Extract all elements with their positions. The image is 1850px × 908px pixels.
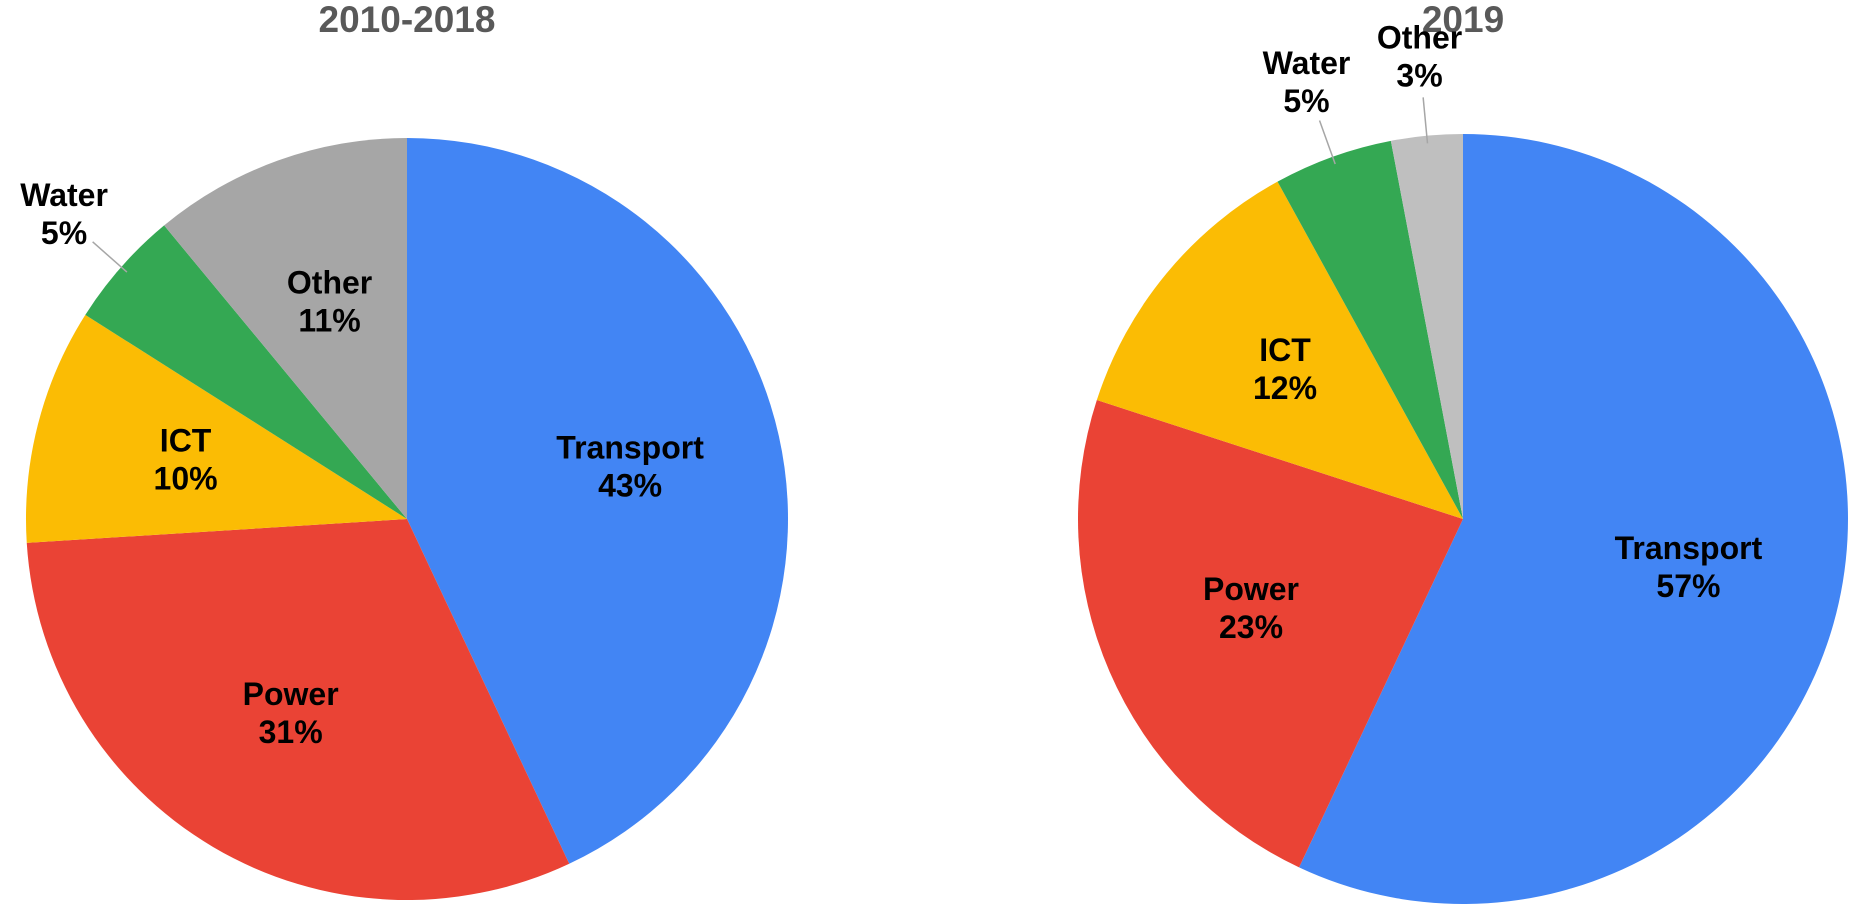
slice-label: ICT [1259, 332, 1311, 368]
slice-value-label: 43% [598, 468, 662, 504]
chart-title: 2019 [1422, 0, 1504, 40]
pie-slice [85, 225, 407, 519]
leader-line [92, 241, 128, 273]
chart-title: 2010-2018 [319, 0, 496, 40]
slice-value-label: 12% [1253, 370, 1317, 406]
slice-value-label: 31% [259, 714, 323, 750]
slice-label: Transport [556, 430, 704, 466]
slice-label: Transport [1615, 530, 1763, 566]
pie-slice [1078, 400, 1463, 868]
slice-label: Other [1377, 20, 1462, 56]
slice-label: Other [287, 264, 372, 300]
slice-label: ICT [160, 423, 212, 459]
slice-value-label: 5% [1283, 83, 1329, 119]
slice-value-label: 23% [1219, 609, 1283, 645]
pie-slice [26, 519, 570, 900]
slice-label: Power [243, 676, 339, 712]
slice-value-label: 11% [298, 302, 360, 338]
pie-slice [1096, 181, 1463, 519]
slice-value-label: 3% [1396, 58, 1442, 94]
slice-value-label: 10% [154, 461, 218, 497]
slice-label: Water [20, 177, 108, 213]
slice-value-label: 5% [41, 215, 87, 251]
leader-line [1422, 97, 1429, 144]
pie-slice [26, 314, 408, 543]
slice-label: Water [1263, 45, 1351, 81]
pie-slice [1299, 134, 1848, 905]
slice-value-label: 57% [1656, 568, 1720, 604]
pie-slice [1390, 134, 1463, 519]
pie-slice [407, 138, 788, 864]
slice-label: Power [1203, 571, 1299, 607]
leader-line [1318, 120, 1336, 165]
pie-slice [1277, 140, 1463, 520]
pie-slice [164, 138, 407, 519]
